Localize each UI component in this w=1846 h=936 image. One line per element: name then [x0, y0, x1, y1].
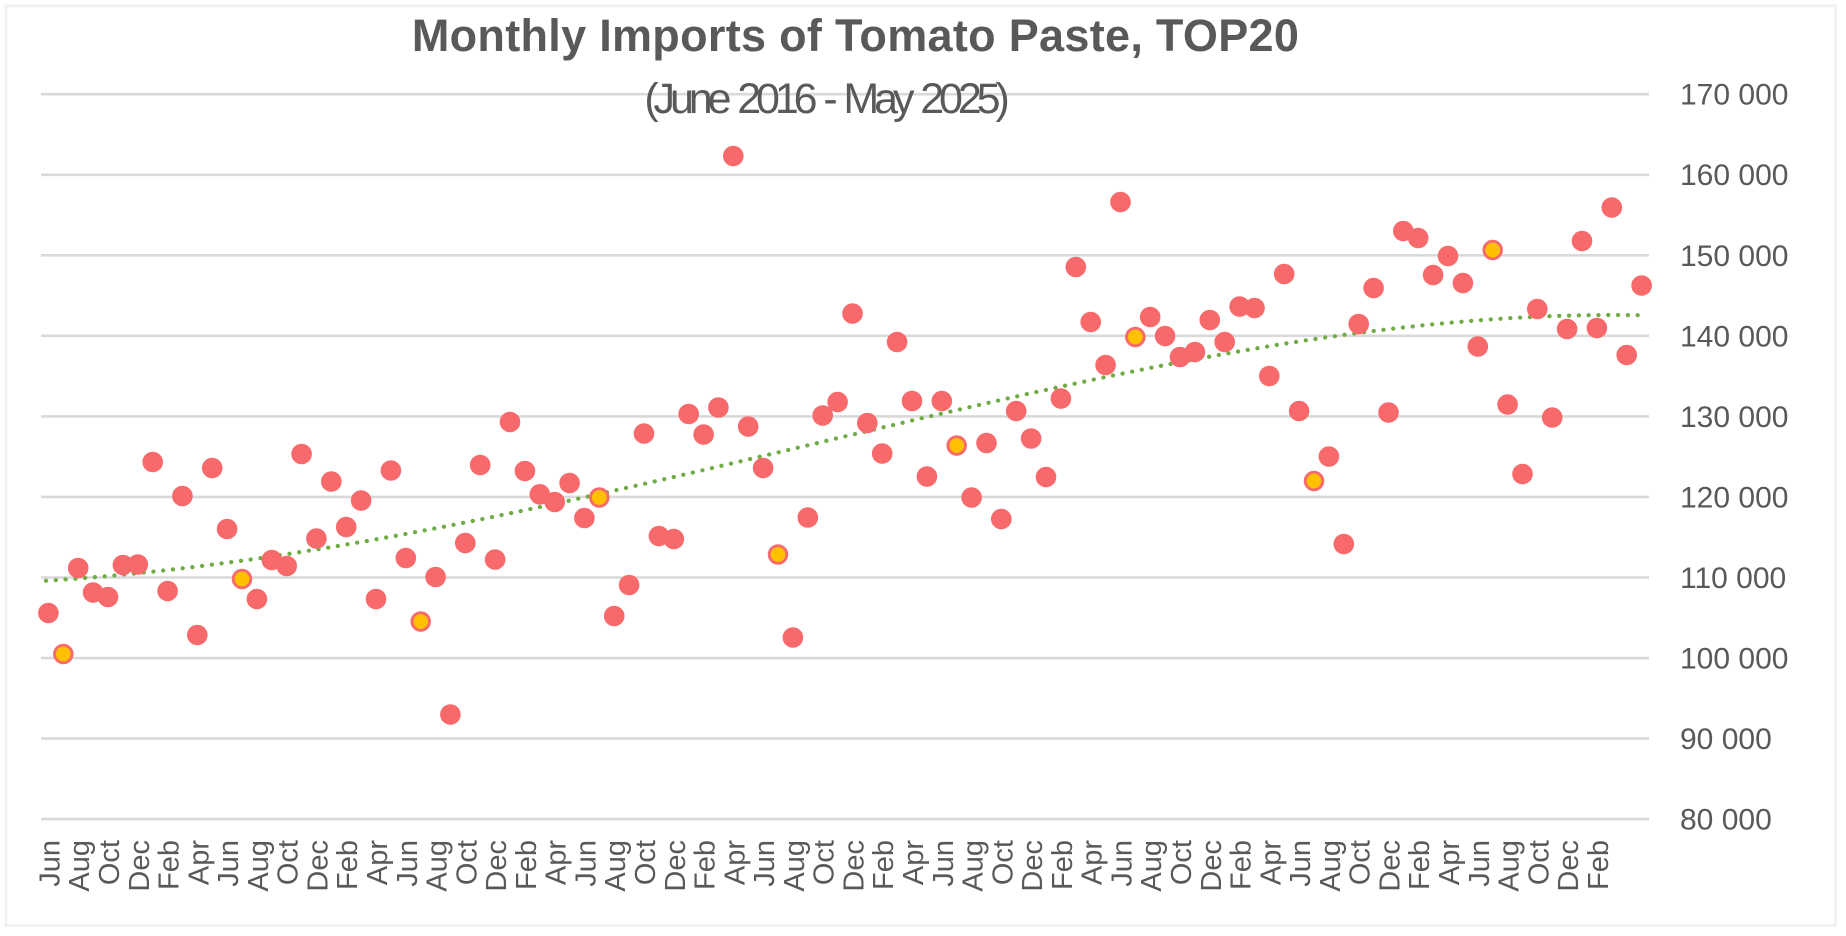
svg-text:Aug: Aug: [1315, 840, 1347, 892]
svg-text:Aug: Aug: [958, 840, 990, 892]
svg-text:Oct: Oct: [451, 840, 483, 885]
svg-text:Feb: Feb: [154, 840, 186, 890]
svg-text:Jun: Jun: [34, 840, 66, 887]
svg-text:Feb: Feb: [1047, 840, 1079, 890]
svg-text:Dec: Dec: [660, 840, 692, 892]
svg-text:Apr: Apr: [183, 840, 215, 885]
svg-text:Apr: Apr: [898, 840, 930, 885]
svg-text:Dec: Dec: [302, 840, 334, 892]
svg-text:Aug: Aug: [243, 840, 275, 892]
svg-text:Apr: Apr: [1434, 840, 1466, 885]
svg-text:90 000: 90 000: [1680, 723, 1772, 756]
svg-text:Aug: Aug: [600, 840, 632, 892]
svg-text:Dec: Dec: [1196, 840, 1228, 892]
svg-text:140 000: 140 000: [1680, 320, 1788, 353]
svg-text:Jun: Jun: [749, 840, 781, 887]
svg-text:Dec: Dec: [124, 840, 156, 892]
svg-text:Oct: Oct: [630, 840, 662, 885]
svg-text:170 000: 170 000: [1680, 79, 1788, 112]
svg-text:Jun: Jun: [570, 840, 602, 887]
svg-text:Oct: Oct: [1523, 840, 1555, 885]
svg-text:Aug: Aug: [779, 840, 811, 892]
svg-text:Oct: Oct: [94, 840, 126, 885]
svg-text:Oct: Oct: [809, 840, 841, 885]
svg-text:Jun: Jun: [1285, 840, 1317, 887]
svg-text:Dec: Dec: [839, 840, 871, 892]
svg-text:Apr: Apr: [1077, 840, 1109, 885]
svg-text:Aug: Aug: [422, 840, 454, 892]
svg-text:130 000: 130 000: [1680, 401, 1788, 434]
svg-text:Jun: Jun: [1464, 840, 1496, 887]
svg-text:Dec: Dec: [1553, 840, 1585, 892]
svg-text:Jun: Jun: [213, 840, 245, 887]
svg-text:Feb: Feb: [690, 840, 722, 890]
svg-text:Apr: Apr: [362, 840, 394, 885]
svg-text:Feb: Feb: [868, 840, 900, 890]
svg-text:Apr: Apr: [541, 840, 573, 885]
svg-text:Apr: Apr: [719, 840, 751, 885]
svg-text:Feb: Feb: [1226, 840, 1258, 890]
svg-text:120 000: 120 000: [1680, 481, 1788, 514]
svg-text:Apr: Apr: [1255, 840, 1287, 885]
svg-text:Feb: Feb: [332, 840, 364, 890]
svg-text:80 000: 80 000: [1680, 804, 1772, 837]
svg-text:Feb: Feb: [1583, 840, 1615, 890]
svg-text:Jun: Jun: [1107, 840, 1139, 887]
svg-text:Feb: Feb: [1404, 840, 1436, 890]
svg-text:100 000: 100 000: [1680, 643, 1788, 676]
svg-text:Oct: Oct: [987, 840, 1019, 885]
svg-text:Aug: Aug: [1494, 840, 1526, 892]
svg-text:Oct: Oct: [273, 840, 305, 885]
svg-text:Oct: Oct: [1345, 840, 1377, 885]
svg-text:160 000: 160 000: [1680, 159, 1788, 192]
svg-text:110 000: 110 000: [1680, 562, 1786, 595]
svg-text:Aug: Aug: [1136, 840, 1168, 892]
svg-text:150 000: 150 000: [1680, 240, 1788, 273]
svg-text:Jun: Jun: [928, 840, 960, 887]
svg-text:Jun: Jun: [392, 840, 424, 887]
svg-text:Aug: Aug: [64, 840, 96, 892]
svg-text:Dec: Dec: [481, 840, 513, 892]
svg-text:Feb: Feb: [511, 840, 543, 890]
svg-text:Oct: Oct: [1166, 840, 1198, 885]
svg-text:Dec: Dec: [1017, 840, 1049, 892]
svg-text:Dec: Dec: [1375, 840, 1407, 892]
